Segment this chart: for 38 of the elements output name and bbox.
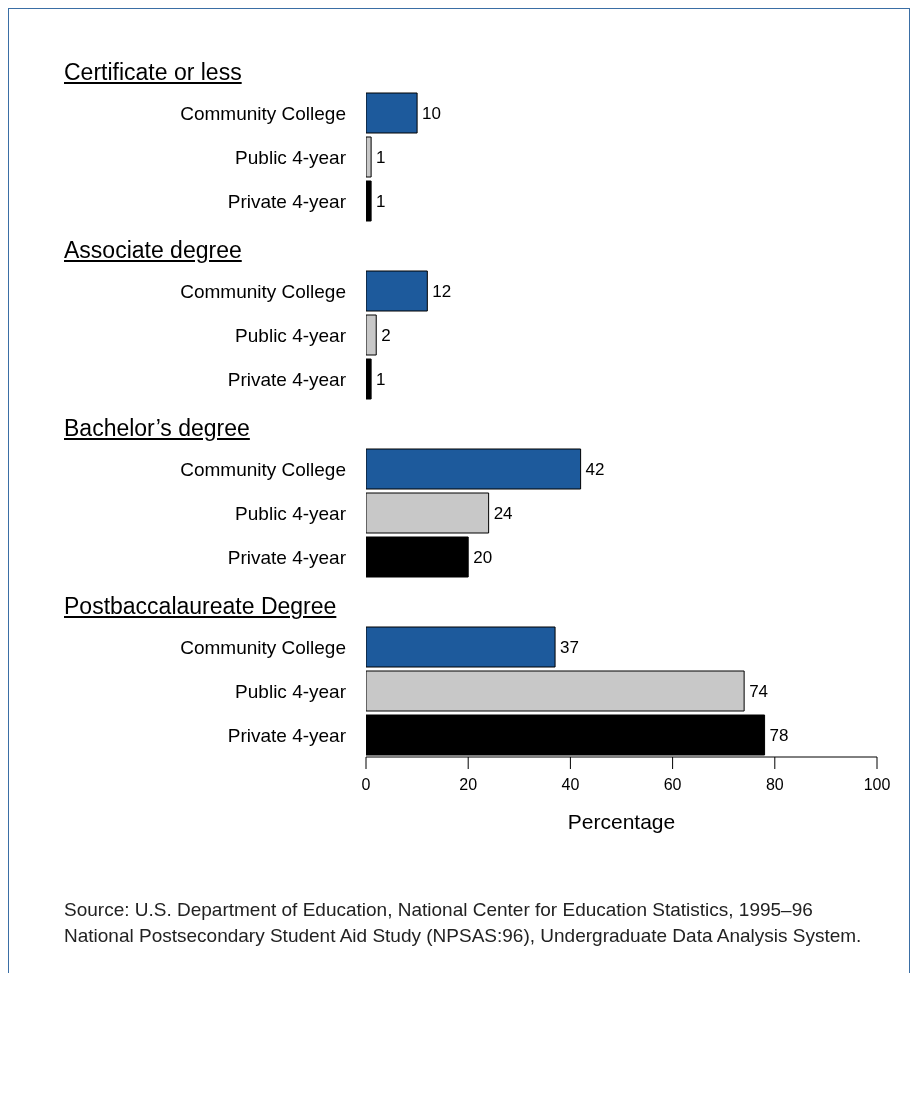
x-tick-label: 60 xyxy=(663,776,682,794)
data-label: 12 xyxy=(432,282,452,302)
source-note: Source: U.S. Department of Education, National Center for Education Statistics, 1995–96 National Postsecondary Student Aid Study (NPSAS:96), Undergraduate Data Analysis System. xyxy=(64,898,863,948)
x-tick-label: 40 xyxy=(561,776,580,794)
y-tick-label: Community College xyxy=(180,102,346,124)
data-label: 20 xyxy=(473,548,493,568)
bar xyxy=(366,626,556,668)
data-label: 10 xyxy=(422,104,442,124)
data-label: 1 xyxy=(376,370,386,390)
chart-title: Postbaccalaureate Degree xyxy=(64,593,338,621)
y-tick-label: Private 4-year xyxy=(227,368,347,390)
y-tick-label: Community College xyxy=(180,458,346,480)
x-axis-title: Percentage xyxy=(567,810,676,833)
data-label: 78 xyxy=(769,726,789,746)
y-tick-label: Public 4-year xyxy=(235,502,347,524)
data-label: 2 xyxy=(381,326,391,346)
data-label: 37 xyxy=(560,638,579,658)
data-label: 24 xyxy=(493,504,513,524)
y-tick-label: Community College xyxy=(180,280,346,302)
bar xyxy=(366,670,745,712)
text: Associate degree xyxy=(64,237,243,265)
x-tick-label: 80 xyxy=(765,776,784,794)
data-label: 1 xyxy=(376,192,386,212)
text: Bachelor’s degree xyxy=(64,415,251,443)
data-label: 74 xyxy=(749,682,769,702)
x-tick-label: 100 xyxy=(863,776,891,794)
y-tick-label: Private 4-year xyxy=(227,546,347,568)
y-tick-label: Public 4-year xyxy=(235,680,347,702)
x-tick-label: 0 xyxy=(361,776,371,794)
y-tick-label: Public 4-year xyxy=(235,324,347,346)
x-tick-label: 20 xyxy=(459,776,478,794)
y-tick-label: Private 4-year xyxy=(227,190,347,212)
y-tick-label: Public 4-year xyxy=(235,146,347,168)
text: Certificate or less xyxy=(64,59,243,87)
y-tick-label: Community College xyxy=(180,636,346,658)
data-label: 42 xyxy=(585,460,605,480)
y-tick-label: Private 4-year xyxy=(227,724,347,746)
data-label: 1 xyxy=(376,148,386,168)
